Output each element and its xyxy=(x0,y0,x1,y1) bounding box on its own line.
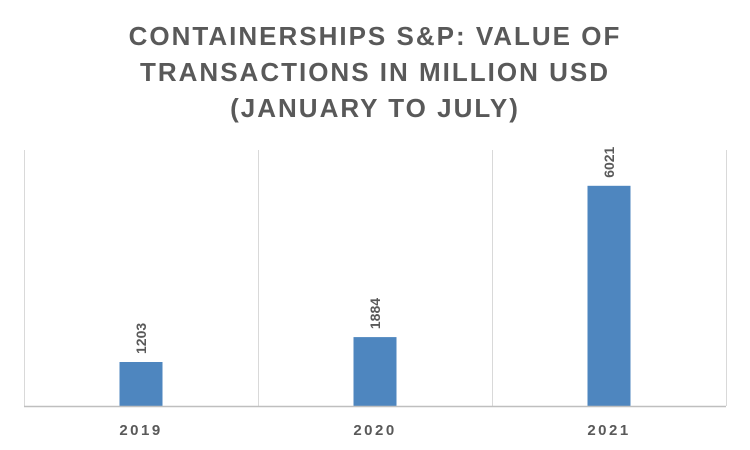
chart-title-line-2: TRANSACTIONS IN MILLION USD xyxy=(140,57,610,87)
data-label-2019: 1203 xyxy=(133,323,149,354)
bar-2020 xyxy=(353,337,397,406)
data-labels: 1203 1884 6021 xyxy=(133,146,617,354)
bar-2019 xyxy=(119,362,163,406)
bar-2021 xyxy=(587,185,631,406)
x-tick-label-2020: 2020 xyxy=(353,422,396,439)
gridlines xyxy=(24,150,727,406)
x-tick-label-2019: 2019 xyxy=(119,422,162,439)
chart-title-line-1: CONTAINERSHIPS S&P: VALUE OF xyxy=(128,21,622,51)
data-label-2021: 6021 xyxy=(601,146,617,177)
chart-title: CONTAINERSHIPS S&P: VALUE OF TRANSACTION… xyxy=(0,18,750,126)
x-axis: 2019 2020 2021 xyxy=(24,405,726,439)
x-tick-label-2021: 2021 xyxy=(587,422,630,439)
bars xyxy=(119,185,631,406)
chart-title-line-3: (JANUARY TO JULY) xyxy=(230,93,520,123)
data-label-2020: 1884 xyxy=(367,298,383,329)
